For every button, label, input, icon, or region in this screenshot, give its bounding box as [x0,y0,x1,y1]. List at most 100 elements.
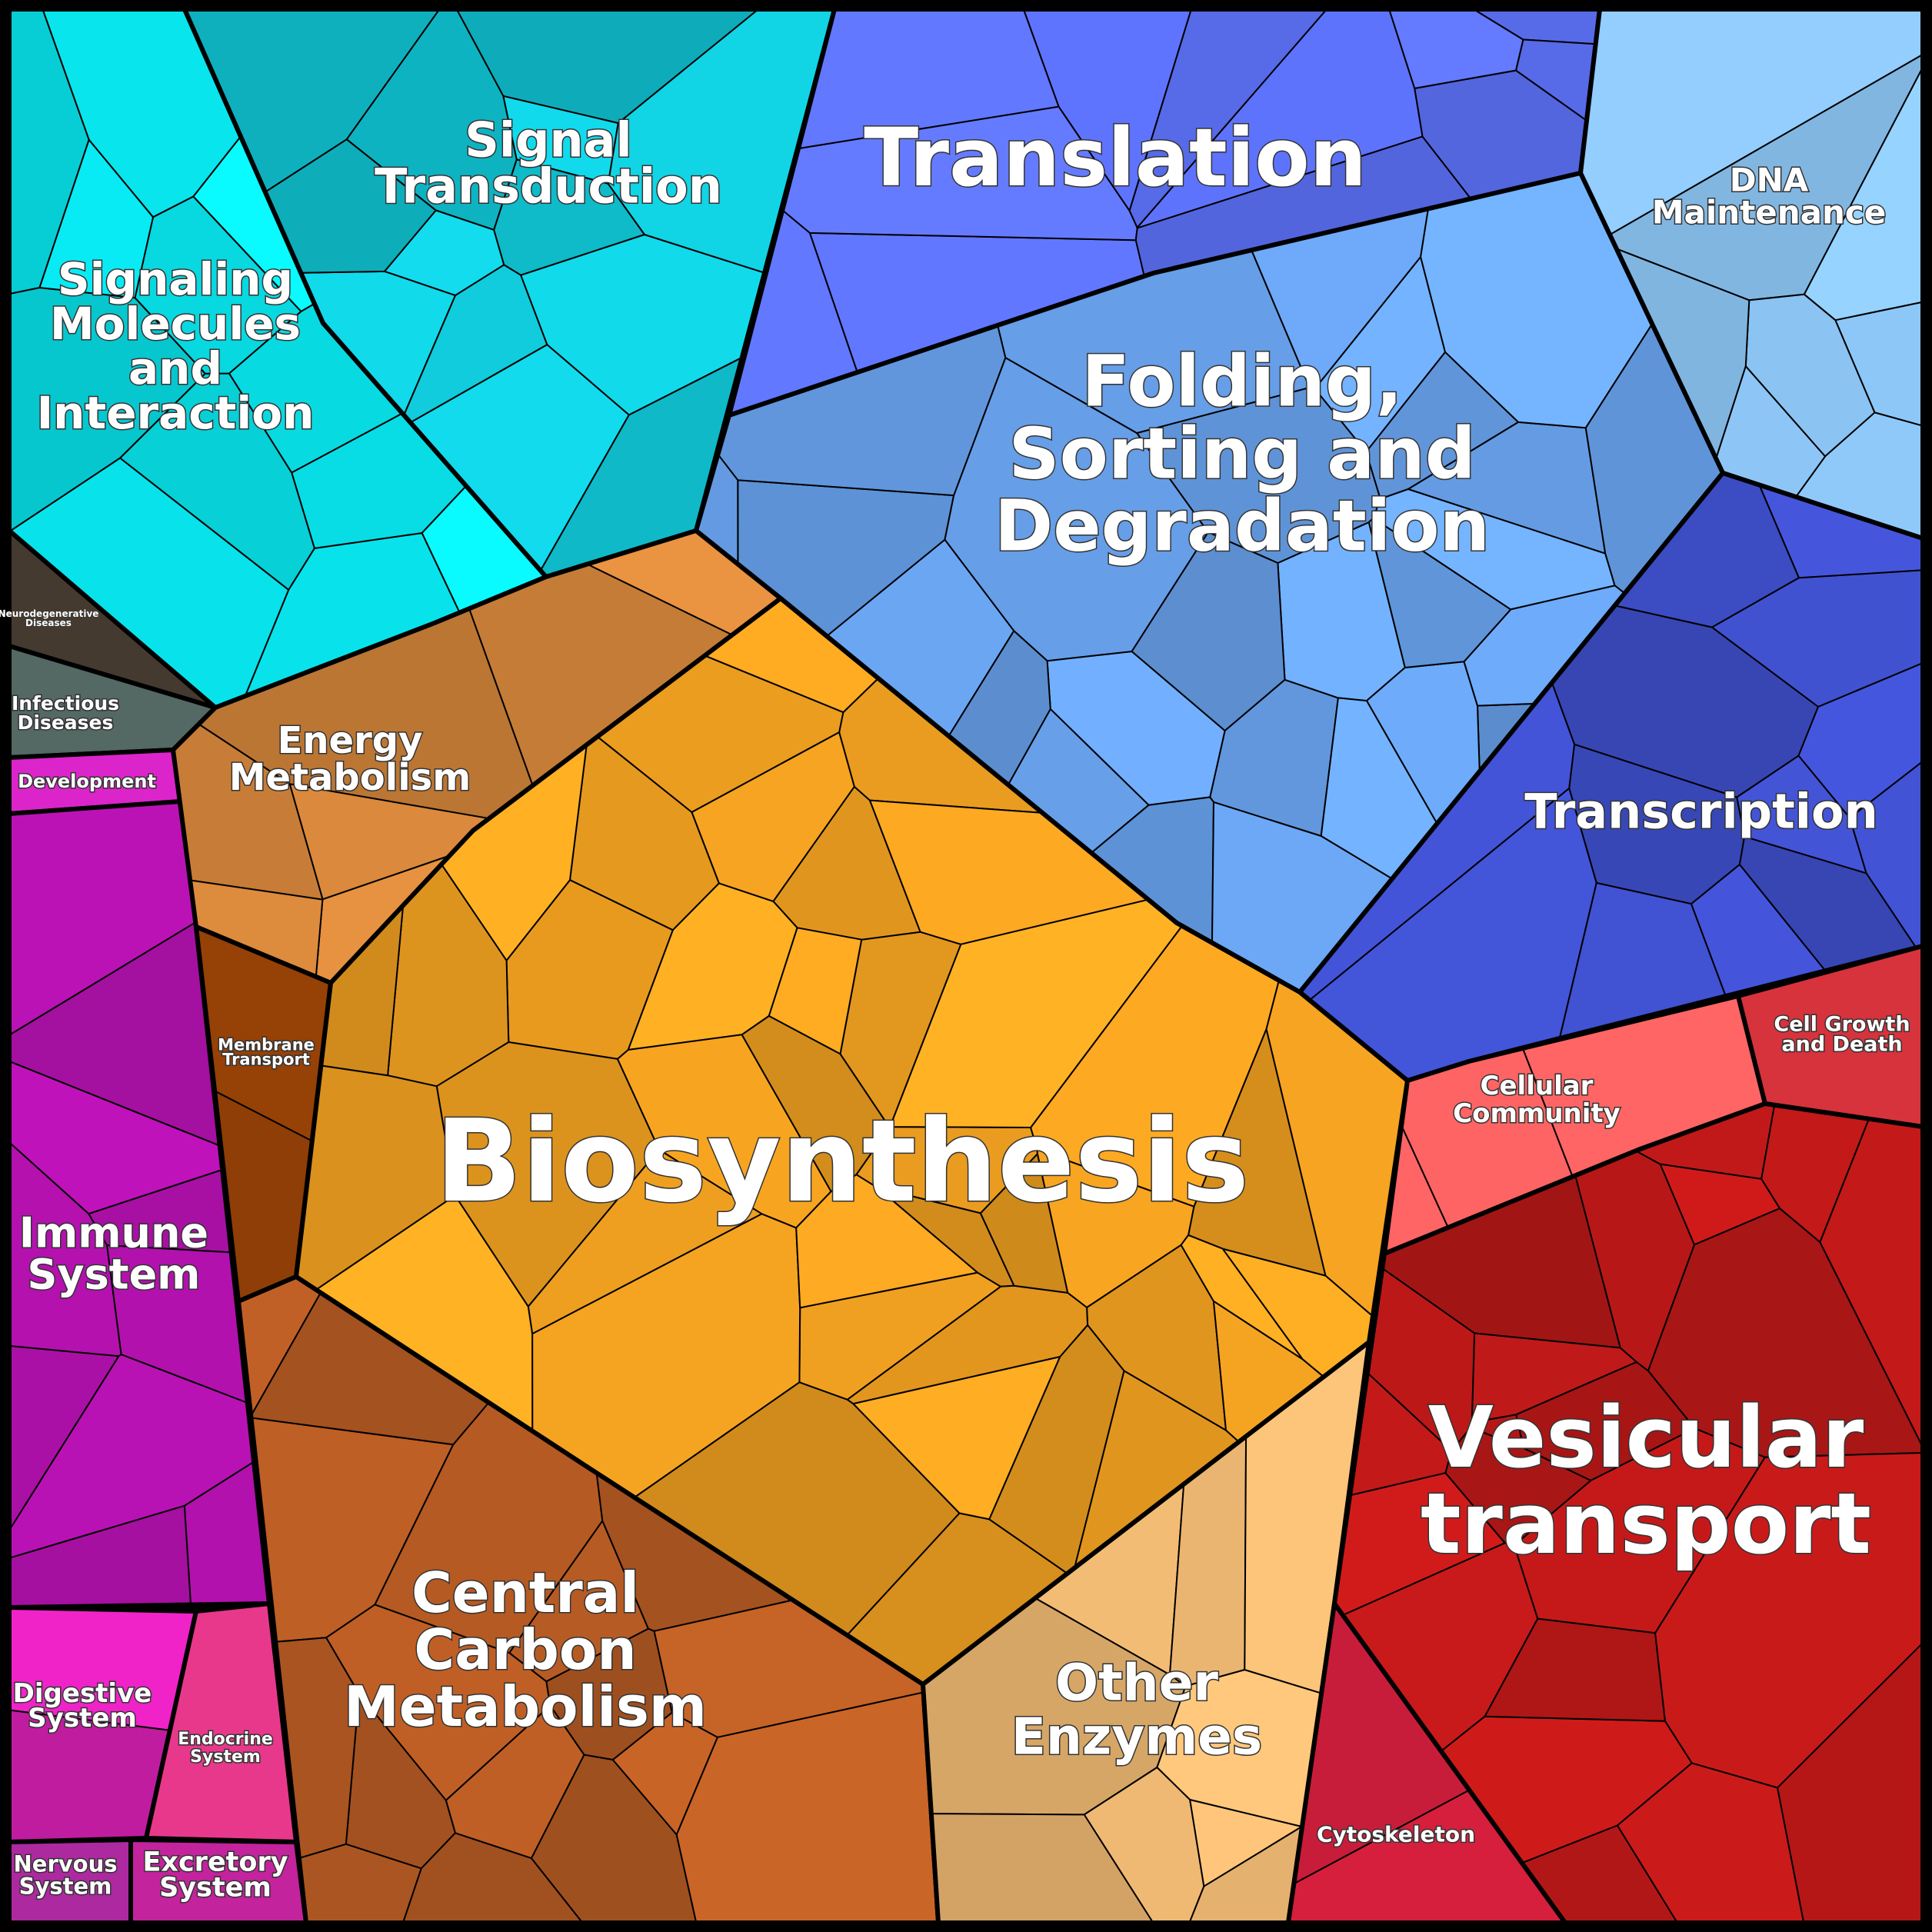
label-line: Cell Growth [1774,1013,1910,1037]
cell [948,630,1051,786]
cell [846,1284,1089,1405]
cell [1180,1234,1304,1361]
label-signaling-molecules: Signaling Molecules and Interaction [37,253,315,439]
region-translation[interactable] [727,7,1602,418]
cells-membrane-transport [195,926,331,1302]
label-line: Enzymes [1011,1707,1262,1767]
label-line: Central [411,1561,639,1625]
label-line: Sorting and [1008,413,1475,495]
region-signaling-molecules[interactable] [7,7,548,710]
label-line: Signal [465,112,632,168]
label-line: and [128,342,222,395]
label-infectious-diseases: Infectious Diseases [12,692,119,734]
label-energy-metabolism: Energy Metabolism [229,719,471,799]
label-line: Diseases [25,618,72,628]
cell [1131,531,1286,731]
label-endocrine-system: Endocrine System [178,1730,273,1767]
label-line: Vesicular [1428,1388,1864,1487]
label-dna-maintenance: DNA Maintenance [1652,162,1887,232]
label-other-enzymes: Other Enzymes [1011,1654,1262,1767]
label-line: Energy [278,719,423,762]
region-folding-sorting-degradation[interactable] [694,171,1725,994]
label-line: Digestive [13,1678,152,1709]
label-line: Transport [222,1051,310,1069]
label-line: Carbon [414,1617,636,1682]
label-excretory-system: Excretory System [142,1847,288,1904]
label-line: Other [1055,1654,1218,1713]
cells-folding [695,172,1724,993]
label-line: Molecules [50,298,301,350]
cells-energy-metabolism [172,530,781,984]
cells-signal-transduction [184,8,835,578]
region-dna-maintenance[interactable] [1578,7,1925,541]
cell [741,1015,891,1193]
cells-central-carbon [238,1276,939,1924]
region-other-enzymes[interactable] [921,1340,1371,1925]
label-line: Diseases [18,711,114,734]
label-line: Degradation [994,485,1490,568]
label-line: Cellular [1481,1071,1594,1101]
label-immune-system: Immune System [19,1209,208,1299]
label-line: Excretory [142,1847,288,1878]
label-line: Folding, [1081,341,1403,423]
cells-other-enzymes [922,1341,1370,1924]
label-line: Interaction [37,387,315,439]
label-line: Biosynthesis [435,1095,1250,1227]
label-line: System [159,1873,271,1904]
label-line: Membrane [218,1036,315,1054]
label-vesicular-transport: Vesicular transport [1421,1388,1871,1573]
label-line: Maintenance [1652,194,1887,232]
label-cytoskeleton: Cytoskeleton [1317,1822,1475,1847]
cells-digestive-system [8,1607,197,1843]
cells-signaling-molecules [8,8,547,708]
label-line: Nervous [14,1851,118,1877]
label-nervous-system: Nervous System [14,1851,118,1900]
cell [1654,1452,1924,1789]
label-line: Community [1453,1098,1621,1129]
label-line: Signaling [58,253,293,305]
label-folding-sorting-degradation: Folding, Sorting and Degradation [994,341,1490,568]
label-cellular-community: Cellular Community [1453,1071,1621,1129]
label-line: Neurodegenerative [0,608,98,619]
region-signal-transduction[interactable] [182,7,837,579]
label-development: Development [18,771,156,792]
region-biosynthesis[interactable] [294,596,1410,1687]
cells-immune-system [8,801,270,1608]
label-signal-transduction: Signal Transduction [375,112,722,215]
label-line: System [19,1874,112,1900]
region-immune-system[interactable] [7,799,271,1610]
cell [979,1153,1069,1294]
label-line: Transcription [1524,784,1878,840]
label-line: System [28,1251,201,1299]
label-line: Infectious [12,692,119,715]
label-digestive-system: Digestive System [13,1678,152,1734]
label-line: Metabolism [344,1674,707,1739]
label-line: DNA [1730,162,1809,199]
cell [691,731,855,902]
label-cell-growth-and-death: Cell Growth and Death [1774,1013,1910,1057]
label-line: System [190,1747,261,1767]
label-translation: Translation [864,111,1367,205]
label-line: transport [1421,1474,1871,1573]
label-line: Metabolism [229,756,471,799]
region-vesicular-transport[interactable] [1332,1101,1925,1925]
region-cellular-community[interactable] [1382,994,1767,1256]
region-energy-metabolism[interactable] [171,528,783,985]
label-membrane-transport: Membrane Transport [218,1036,315,1069]
cell [1568,743,1746,905]
cells-vesicular-transport [1334,1103,1924,1924]
region-cytoskeleton[interactable] [1286,1601,1567,1925]
label-line: Translation [864,111,1367,205]
label-line: and Death [1781,1033,1902,1057]
label-neurodegenerative-diseases: Neurodegenerative Diseases [0,608,98,628]
cell [1367,517,1512,668]
label-line: Immune [19,1209,208,1257]
region-membrane-transport[interactable] [194,924,333,1304]
cells-dna-maintenance [1580,8,1924,539]
label-line: Endocrine [178,1730,273,1749]
cells-biosynthesis [295,598,1408,1685]
region-central-carbon-metabolism[interactable] [236,1274,941,1925]
label-central-carbon-metabolism: Central Carbon Metabolism [344,1561,707,1739]
label-line: Development [18,771,156,792]
